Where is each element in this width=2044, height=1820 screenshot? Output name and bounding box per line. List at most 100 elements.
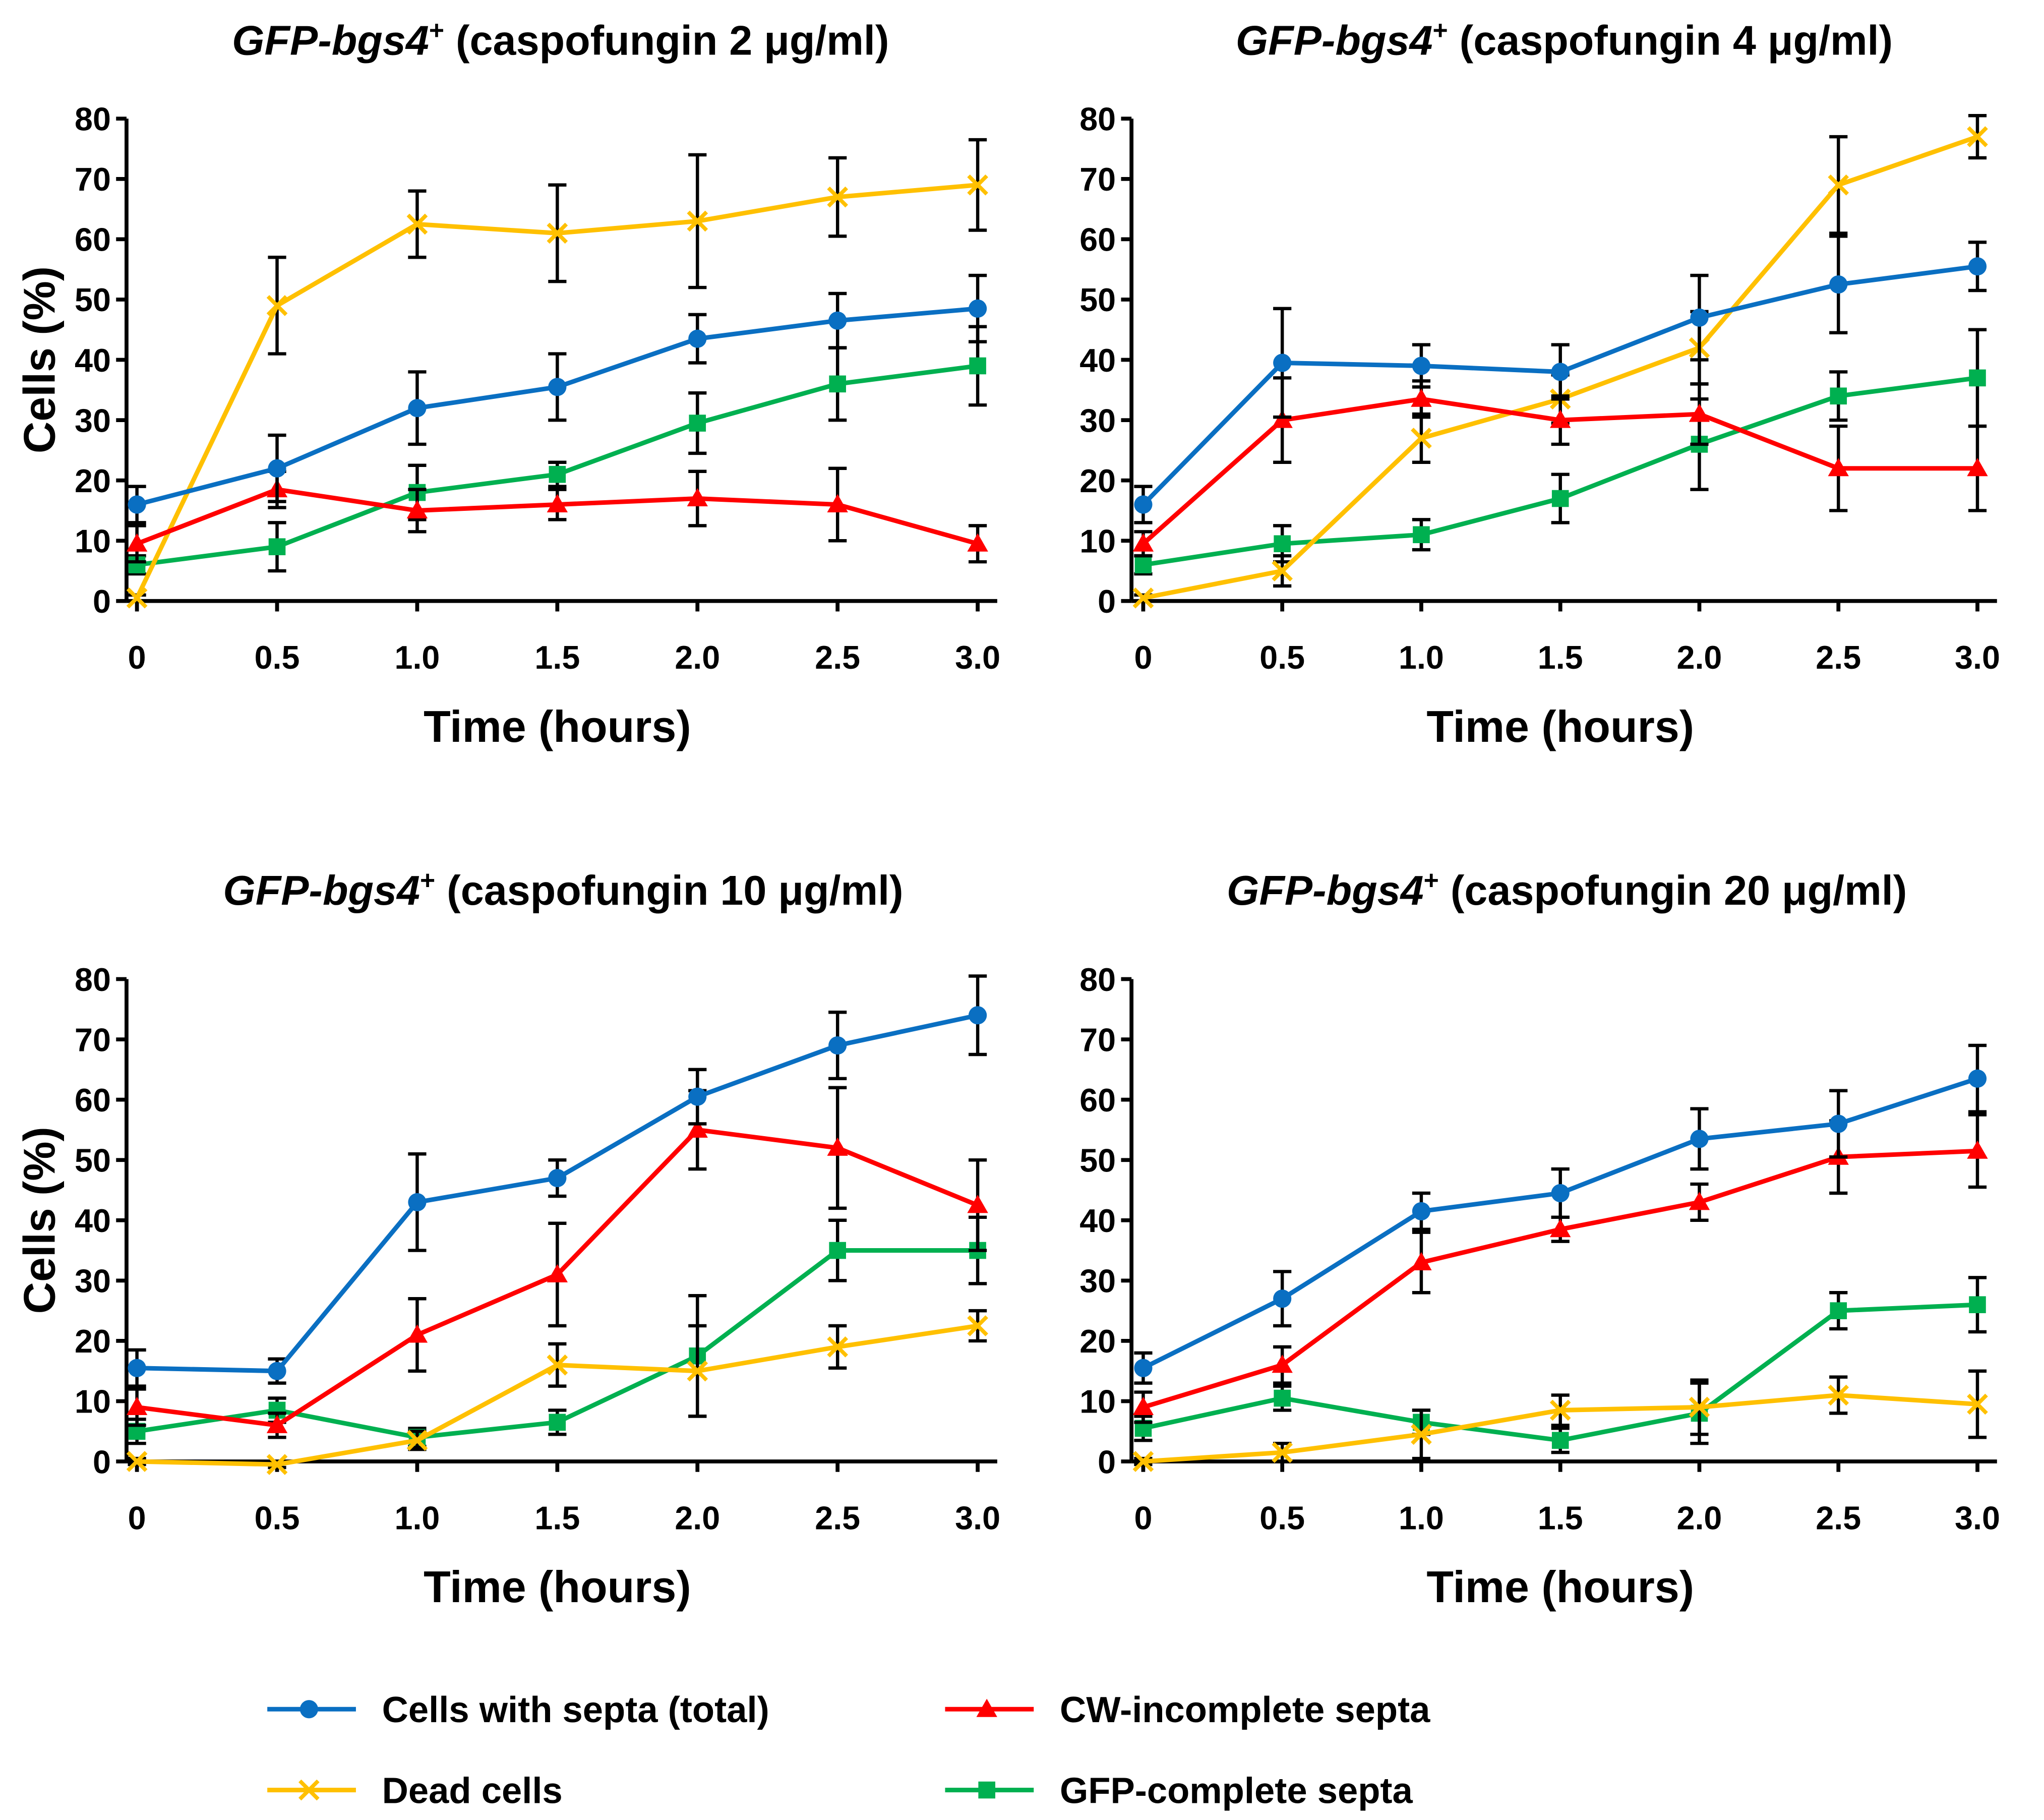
- x-tick-label: 1.0: [1399, 1499, 1444, 1536]
- x-tick-label: 0: [1134, 639, 1152, 676]
- y-tick-label: 40: [75, 1202, 111, 1239]
- data-point: [408, 399, 427, 418]
- x-tick-label: 0.5: [1259, 639, 1305, 676]
- title-rest: (caspofungin 2 μg/ml): [444, 17, 889, 64]
- data-point: [126, 1396, 148, 1415]
- data-point: [687, 210, 708, 232]
- data-point: [967, 174, 988, 196]
- data-point: [1551, 363, 1570, 381]
- data-point: [828, 311, 847, 330]
- data-point: [1274, 1389, 1291, 1407]
- y-tick-label: 80: [75, 961, 111, 998]
- data-point: [967, 1195, 988, 1213]
- y-axis-label: Cells (%): [15, 266, 65, 453]
- series-dead-cells: [126, 1309, 988, 1475]
- data-point: [1689, 1396, 1710, 1418]
- x-tick-label: 1.5: [534, 1499, 580, 1536]
- chart-panel-1: GFP-bgs4+ (caspofungin 2 μg/ml) 0 10 20 30 40…: [15, 16, 1000, 751]
- data-point: [1134, 495, 1153, 514]
- y-tick-label: 10: [1079, 522, 1116, 559]
- data-point: [406, 1324, 428, 1343]
- x-tick-label: 0.5: [255, 639, 300, 676]
- x-tick-label: 3.0: [1955, 1499, 2000, 1536]
- x-tick-label: 2.5: [815, 639, 860, 676]
- data-point: [1967, 1140, 1988, 1159]
- data-point: [1689, 1192, 1710, 1210]
- data-point: [406, 1430, 428, 1451]
- data-point: [687, 488, 708, 507]
- y-tick-label: 80: [1079, 961, 1116, 998]
- x-tick-label: 0.5: [255, 1499, 300, 1536]
- data-point: [1551, 1184, 1570, 1203]
- data-point: [1273, 1289, 1292, 1308]
- x-tick-label: 1.0: [395, 1499, 440, 1536]
- data-point: [547, 1264, 568, 1282]
- x-tick-label: 2.0: [675, 1499, 720, 1536]
- data-point: [1969, 1296, 1986, 1313]
- data-point: [969, 357, 986, 375]
- data-point: [549, 465, 566, 483]
- y-tick-label: 60: [1079, 221, 1116, 258]
- legend: Cells with septa (total) CW-incomplete se…: [267, 1689, 1430, 1811]
- x-axis-label: Time (hours): [1426, 1562, 1694, 1612]
- data-point: [266, 295, 288, 316]
- y-tick-label: 60: [1079, 1082, 1116, 1119]
- y-tick-label: 30: [1079, 402, 1116, 439]
- data-point: [1967, 458, 1988, 477]
- legend-label: CW-incomplete septa: [1060, 1689, 1430, 1730]
- title-italic: GFP-bgs4: [1236, 17, 1433, 64]
- y-tick-label: 60: [75, 1082, 111, 1119]
- data-point: [268, 1362, 286, 1380]
- legend-item: Cells with septa (total): [267, 1689, 769, 1730]
- data-point: [689, 415, 706, 432]
- data-point: [268, 538, 286, 555]
- data-point: [1272, 1355, 1293, 1373]
- data-point: [1134, 556, 1152, 573]
- legend-label: GFP-complete septa: [1060, 1770, 1413, 1811]
- data-point: [1132, 1396, 1154, 1415]
- series-dead-cells: [126, 138, 988, 609]
- x-tick-label: 3.0: [1955, 639, 2000, 676]
- series-cells-with-septa-total-: [128, 974, 987, 1388]
- y-tick-label: 60: [75, 221, 111, 258]
- data-point: [1273, 354, 1292, 372]
- series-cells-with-septa-total-: [128, 273, 987, 524]
- data-point: [687, 1360, 708, 1382]
- data-point: [687, 1119, 708, 1138]
- y-tick-label: 20: [1079, 1323, 1116, 1360]
- series-cw-incomplete-septa: [1132, 376, 1988, 558]
- y-tick-label: 40: [75, 342, 111, 379]
- data-point: [967, 1315, 988, 1336]
- data-point: [126, 587, 148, 609]
- data-point: [126, 1451, 148, 1472]
- y-tick-label: 70: [1079, 1021, 1116, 1058]
- y-tick-label: 30: [1079, 1263, 1116, 1300]
- title-rest: (caspofungin 20 μg/ml): [1439, 867, 1907, 914]
- x-tick-label: 2.0: [1677, 1499, 1722, 1536]
- data-point: [547, 494, 568, 513]
- x-tick-label: 0: [1134, 1499, 1152, 1536]
- data-point: [1830, 387, 1847, 405]
- data-point: [548, 378, 567, 396]
- data-point: [1272, 409, 1293, 428]
- chart-panel-2: GFP-bgs4+ (caspofungin 4 μg/ml) 0 10 20 30 40…: [1079, 16, 2000, 751]
- x-tick-label: 2.5: [1816, 639, 1861, 676]
- data-point: [1272, 1442, 1293, 1463]
- legend-label: Cells with septa (total): [382, 1689, 769, 1730]
- chart-title: GFP-bgs4+ (caspofungin 10 μg/ml): [223, 865, 903, 914]
- y-tick-label: 70: [75, 1021, 111, 1058]
- x-tick-label: 2.5: [815, 1499, 860, 1536]
- y-tick-label: 0: [1098, 1443, 1116, 1480]
- legend-label: Dead cells: [382, 1770, 563, 1811]
- y-tick-label: 50: [75, 281, 111, 318]
- data-point: [1690, 1130, 1709, 1148]
- y-tick-label: 0: [1098, 583, 1116, 620]
- y-tick-label: 30: [75, 402, 111, 439]
- data-point: [1968, 257, 1987, 276]
- y-tick-label: 50: [1079, 1142, 1116, 1179]
- data-point: [1412, 1202, 1431, 1220]
- y-tick-label: 20: [75, 462, 111, 499]
- series-cw-incomplete-septa: [1132, 1113, 1988, 1424]
- data-point: [408, 1193, 427, 1212]
